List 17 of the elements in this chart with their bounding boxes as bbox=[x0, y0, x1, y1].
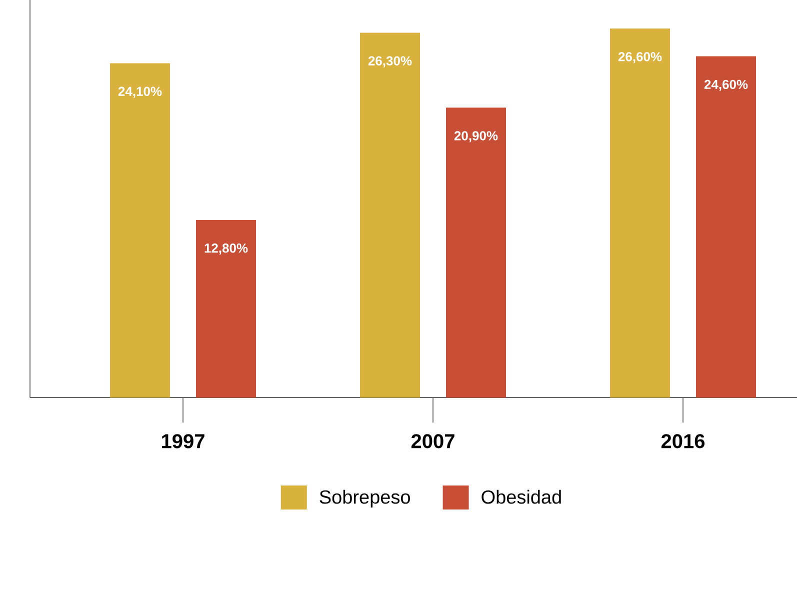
bar bbox=[360, 32, 420, 398]
data-label: 26,60% bbox=[618, 52, 662, 64]
bar bbox=[610, 28, 670, 398]
data-label: 24,60% bbox=[704, 80, 748, 91]
legend-label: Sobrepeso bbox=[320, 490, 410, 508]
bar bbox=[696, 56, 756, 398]
x-tick-label: 2016 bbox=[661, 434, 705, 448]
data-label: 26,30% bbox=[368, 56, 412, 68]
x-tick-label: 2007 bbox=[411, 434, 454, 448]
bar bbox=[196, 220, 256, 398]
data-label: 12,80% bbox=[204, 244, 248, 255]
bar bbox=[110, 63, 170, 398]
data-label: 24,10% bbox=[118, 86, 162, 98]
x-tick-label: 1997 bbox=[162, 434, 204, 448]
data-label: 20,90% bbox=[454, 131, 498, 142]
legend-label: Obesidad bbox=[482, 490, 561, 504]
bar bbox=[446, 108, 506, 398]
